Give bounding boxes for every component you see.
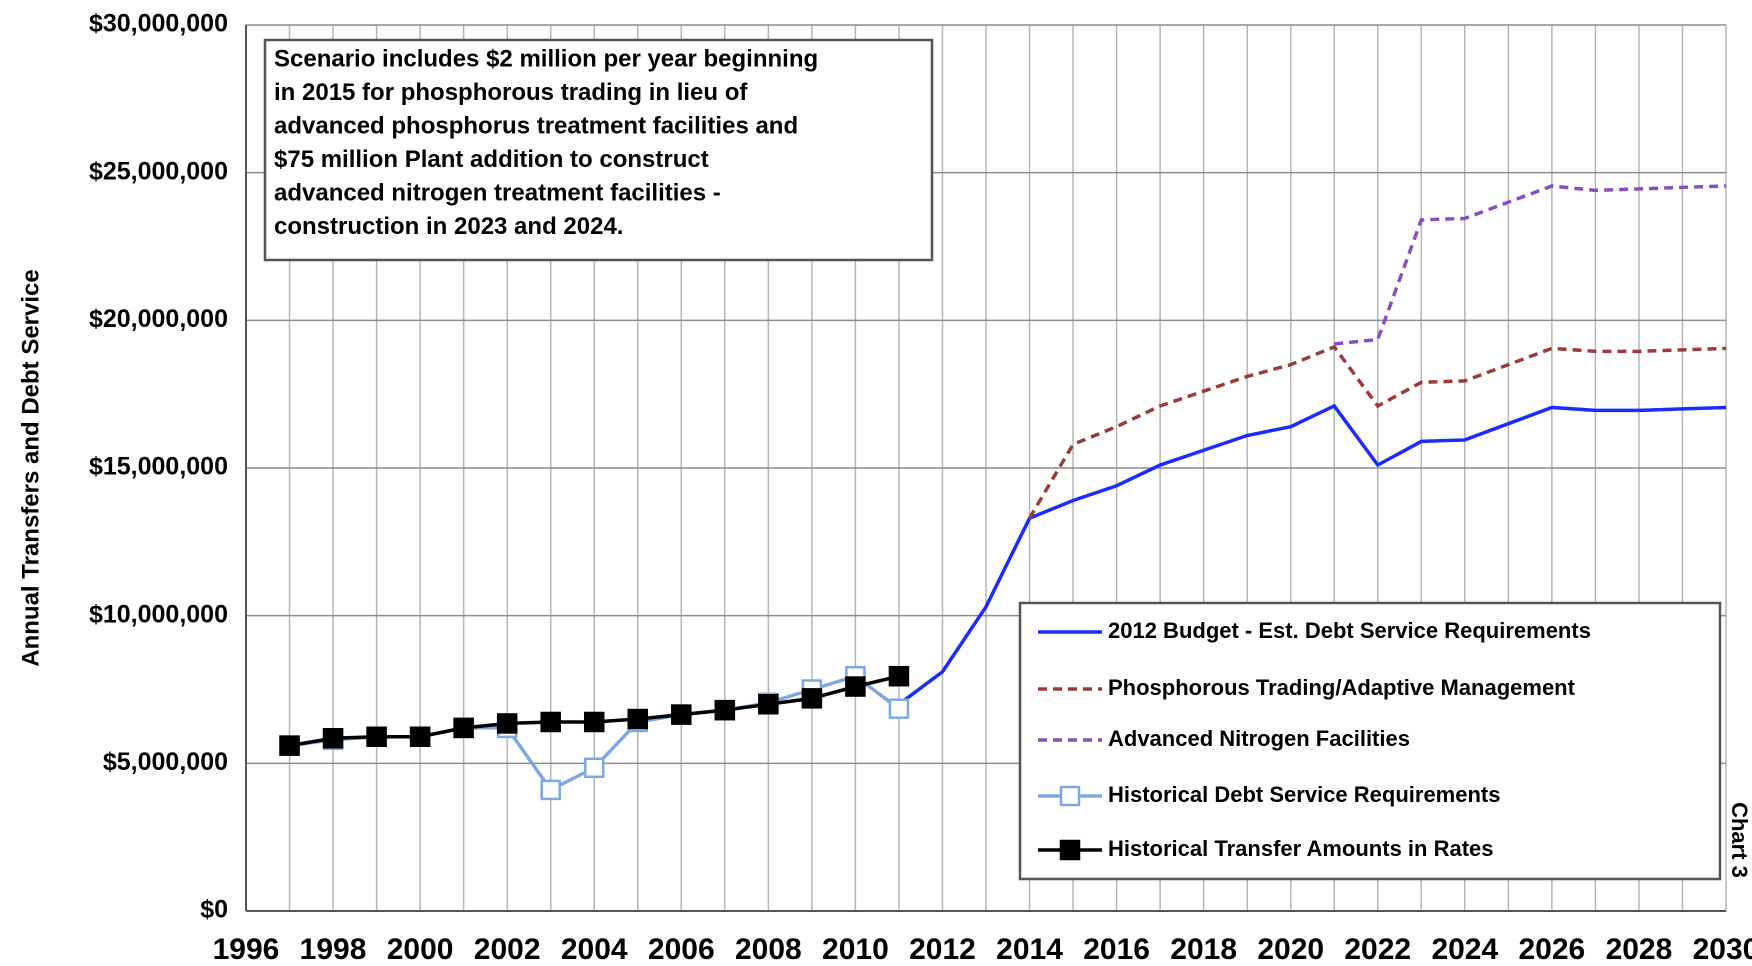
marker	[583, 711, 605, 733]
series-line	[1028, 344, 1727, 520]
x-tick-label: 2010	[822, 933, 889, 966]
legend-box	[1018, 601, 1722, 881]
x-tick-label: 2012	[909, 933, 976, 966]
y-tick-label: $15,000,000	[89, 453, 228, 481]
x-tick-label: 2014	[996, 933, 1063, 966]
marker	[671, 704, 692, 725]
x-tick-label: 2006	[648, 933, 715, 966]
marker	[366, 726, 387, 748]
x-tick-label: 2008	[735, 933, 802, 966]
x-tick-label: 2002	[474, 933, 541, 966]
x-tick-label: 2018	[1170, 933, 1237, 966]
legend-label: Phosphorous Trading/Adaptive Management	[1108, 675, 1576, 700]
marker	[279, 735, 300, 756]
marker	[496, 713, 518, 734]
annotation-box	[263, 38, 934, 262]
annotation-line: advanced nitrogen treatment facilities -	[274, 179, 721, 206]
annotation-line: advanced phosphorus treatment facilities…	[274, 112, 798, 139]
legend: 2012 Budget - Est. Debt Service Requirem…	[1018, 601, 1722, 881]
x-tick-label: 2022	[1344, 933, 1411, 966]
side-note: Chart 3	[1727, 802, 1752, 878]
series-line	[1334, 184, 1727, 346]
marker	[1059, 785, 1081, 807]
marker	[1059, 839, 1081, 861]
x-tick-label: 2004	[561, 933, 628, 966]
legend-label: 2012 Budget - Est. Debt Service Requirem…	[1108, 618, 1591, 643]
annotation: Scenario includes $2 million per year be…	[263, 38, 934, 262]
y-tick-label: $25,000,000	[89, 157, 228, 185]
legend-label: Historical Transfer Amounts in Rates	[1108, 836, 1494, 861]
marker	[801, 688, 823, 709]
marker	[540, 779, 561, 801]
y-tick-label: $30,000,000	[89, 10, 228, 38]
x-tick-label: 2028	[1606, 933, 1673, 966]
marker	[845, 676, 866, 697]
marker	[627, 708, 649, 730]
series-line	[897, 403, 1727, 706]
annotation-line: Scenario includes $2 million per year be…	[274, 45, 818, 72]
annotation-line: in 2015 for phosphorous trading in lieu …	[274, 79, 748, 106]
marker	[758, 694, 779, 715]
legend-label: Historical Debt Service Requirements	[1108, 782, 1500, 807]
legend-label: Advanced Nitrogen Facilities	[1108, 726, 1410, 751]
annotation-line: $75 million Plant addition to construct	[274, 146, 709, 173]
y-tick-label: $0	[200, 896, 228, 924]
annotation-line: construction in 2023 and 2024.	[274, 213, 623, 240]
x-tick-label: 2030	[1693, 933, 1752, 966]
marker	[540, 711, 561, 733]
x-tick-label: 2016	[1083, 933, 1150, 966]
x-tick-label: 1996	[213, 933, 280, 966]
marker	[583, 757, 605, 779]
y-tick-label: $5,000,000	[103, 748, 228, 776]
y-tick-label: $20,000,000	[89, 305, 228, 333]
marker	[888, 698, 910, 719]
x-tick-label: 2026	[1519, 933, 1586, 966]
marker	[322, 727, 344, 749]
x-tick-label: 2020	[1257, 933, 1324, 966]
marker	[714, 699, 736, 721]
marker	[888, 665, 910, 687]
marker	[409, 726, 431, 748]
y-axis-label: Annual Transfers and Debt Service	[17, 269, 44, 666]
x-tick-label: 1998	[300, 933, 367, 966]
y-tick-label: $10,000,000	[89, 600, 228, 628]
marker	[453, 717, 474, 739]
x-tick-label: 2000	[387, 933, 454, 966]
x-tick-label: 2024	[1431, 933, 1498, 966]
